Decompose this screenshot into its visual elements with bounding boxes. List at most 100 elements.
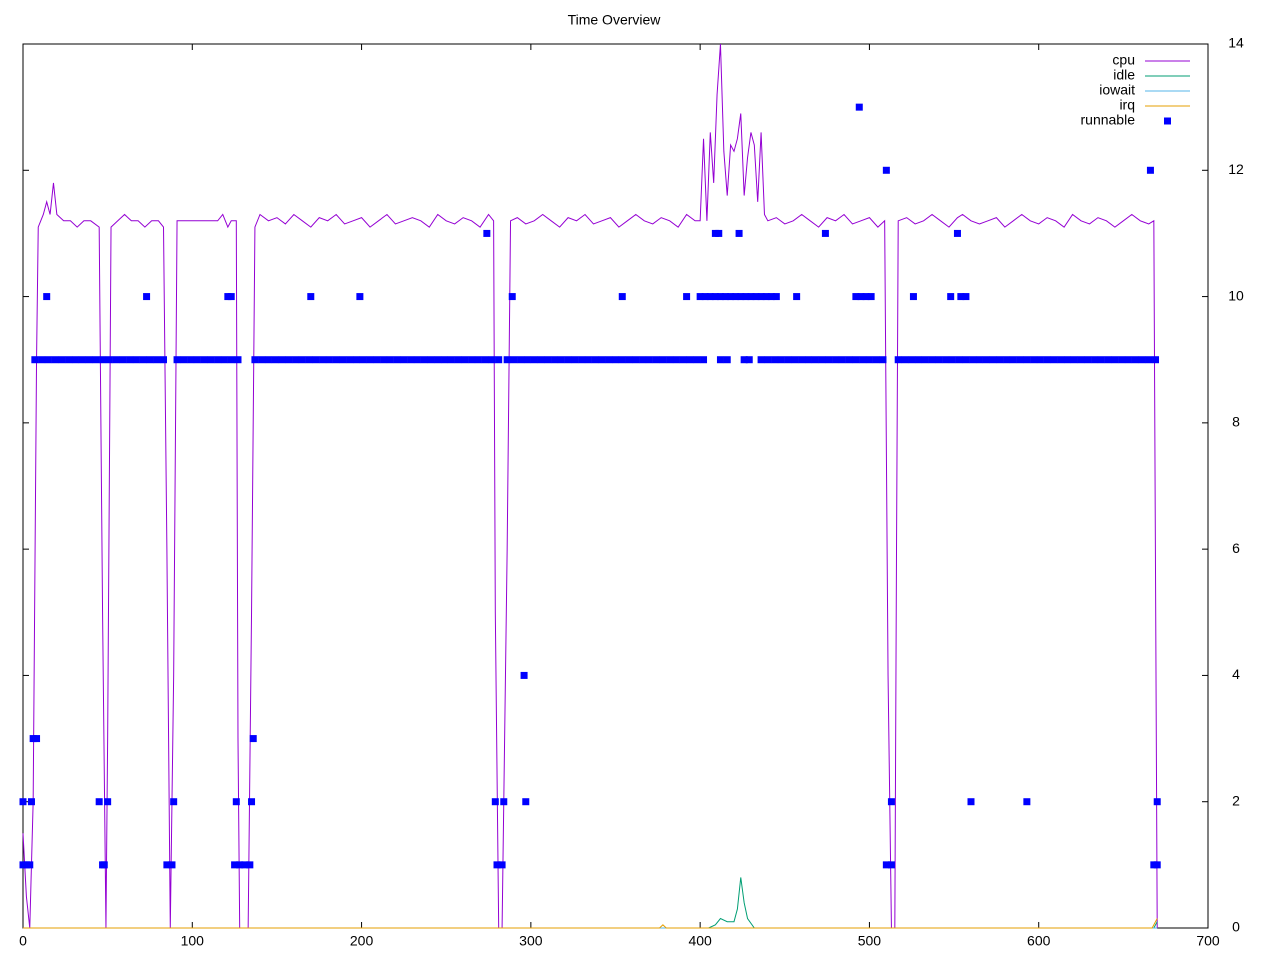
runnable-point (393, 356, 401, 364)
runnable-point (696, 293, 704, 301)
runnable-point (380, 356, 388, 364)
runnable-point (126, 356, 134, 364)
runnable-point (407, 356, 415, 364)
runnable-point (298, 356, 306, 364)
runnable-point (832, 356, 840, 364)
runnable-point (359, 356, 367, 364)
runnable-point (251, 356, 259, 364)
runnable-point (214, 356, 222, 364)
runnable-point (1016, 356, 1024, 364)
chart-title: Time Overview (568, 12, 662, 28)
runnable-point (523, 356, 531, 364)
runnable-point (1145, 356, 1153, 364)
runnable-point (551, 356, 559, 364)
runnable-point (909, 293, 917, 301)
runnable-point (481, 356, 489, 364)
runnable-point (271, 356, 279, 364)
runnable-point (187, 356, 195, 364)
runnable-point (757, 293, 765, 301)
runnable-point (711, 293, 719, 301)
runnable-point (474, 356, 482, 364)
runnable-point (339, 356, 347, 364)
runnable-point (312, 356, 320, 364)
runnable-point (44, 356, 52, 364)
runnable-point (258, 356, 266, 364)
runnable-point (962, 356, 970, 364)
runnable-point (652, 356, 660, 364)
runnable-point (967, 798, 975, 806)
runnable-point (500, 798, 508, 806)
runnable-point (1153, 798, 1161, 806)
runnable-point (420, 356, 428, 364)
runnable-point (100, 861, 108, 869)
runnable-point (1138, 356, 1146, 364)
runnable-point (373, 356, 381, 364)
runnable-point (227, 293, 235, 301)
runnable-point (969, 356, 977, 364)
runnable-point (292, 356, 300, 364)
runnable-point (732, 293, 740, 301)
runnable-point (865, 356, 873, 364)
runnable-point (901, 356, 909, 364)
runnable-point (180, 356, 188, 364)
runnable-point (701, 293, 709, 301)
runnable-point (867, 293, 875, 301)
runnable-point (234, 356, 242, 364)
runnable-point (241, 861, 249, 869)
y-tick-label: 10 (1228, 287, 1244, 303)
runnable-point (319, 356, 327, 364)
runnable-point (882, 166, 890, 174)
runnable-point (1063, 356, 1071, 364)
runnable-point (772, 293, 780, 301)
series-line (22, 43, 1158, 929)
runnable-point (811, 356, 819, 364)
runnable-point (461, 356, 469, 364)
runnable-point (1146, 166, 1154, 174)
runnable-point (503, 356, 511, 364)
runnable-point (737, 293, 745, 301)
runnable-point (982, 356, 990, 364)
runnable-point (752, 293, 760, 301)
runnable-point (43, 293, 51, 301)
runnable-point (700, 356, 708, 364)
runnable-point (742, 293, 750, 301)
runnable-point (989, 356, 997, 364)
runnable-point (356, 293, 364, 301)
runnable-point (522, 798, 530, 806)
runnable-point (163, 861, 171, 869)
runnable-point (105, 356, 113, 364)
runnable-point (857, 293, 865, 301)
runnable-point (264, 356, 272, 364)
runnable-point (762, 293, 770, 301)
runnable-point (1091, 356, 1099, 364)
runnable-point (838, 356, 846, 364)
runnable-point (200, 356, 208, 364)
x-tick-label: 200 (350, 933, 374, 949)
runnable-point (544, 356, 552, 364)
runnable-point (715, 229, 723, 237)
runnable-point (104, 798, 112, 806)
runnable-point (948, 356, 956, 364)
runnable-point (386, 356, 394, 364)
runnable-point (413, 356, 421, 364)
runnable-point (723, 356, 731, 364)
runnable-point (454, 356, 462, 364)
runnable-point (686, 356, 694, 364)
runnable-point (85, 356, 93, 364)
legend-label: irq (1119, 97, 1135, 113)
runnable-point (887, 861, 895, 869)
runnable-point (285, 356, 293, 364)
runnable-point (99, 356, 107, 364)
runnable-point (170, 798, 178, 806)
runnable-point (1070, 356, 1078, 364)
runnable-point (1118, 356, 1126, 364)
runnable-point (520, 671, 528, 679)
runnable-point (957, 293, 965, 301)
runnable-point (591, 356, 599, 364)
runnable-point (672, 356, 680, 364)
runnable-point (168, 861, 176, 869)
runnable-point (246, 861, 254, 869)
runnable-point (1124, 356, 1132, 364)
runnable-point (231, 861, 239, 869)
